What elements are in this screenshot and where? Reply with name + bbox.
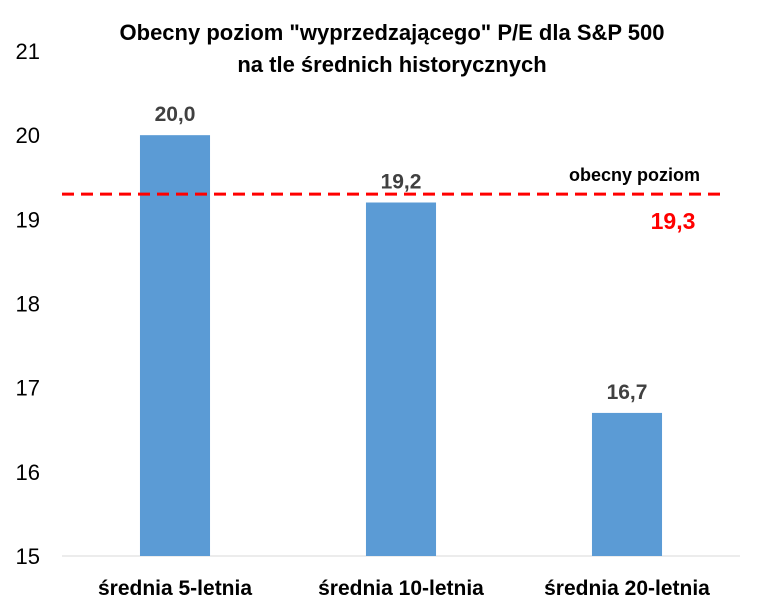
y-tick-label: 20 xyxy=(16,123,40,148)
chart-title-line-2: na tle średnich historycznych xyxy=(237,52,546,77)
chart-title-line-1: Obecny poziom "wyprzedzającego" P/E dla … xyxy=(120,20,665,45)
y-axis-ticks: 15 16 17 18 19 20 21 xyxy=(16,39,40,569)
reference-line-label: obecny poziom xyxy=(569,165,700,185)
bars: 20,0 19,2 16,7 xyxy=(139,103,663,556)
y-tick-label: 17 xyxy=(16,376,40,401)
y-tick-label: 15 xyxy=(16,544,40,569)
category-label: średnia 10-letnia xyxy=(318,577,484,600)
y-tick-label: 16 xyxy=(16,460,40,485)
y-tick-label: 19 xyxy=(16,207,40,232)
category-label: średnia 20-letnia xyxy=(544,577,710,600)
bar xyxy=(365,202,437,556)
category-labels: średnia 5-letnia średnia 10-letnia średnia… xyxy=(98,577,710,600)
reference-line-value: 19,3 xyxy=(651,208,696,234)
bar-value-label: 20,0 xyxy=(155,103,196,126)
y-tick-label: 21 xyxy=(16,39,40,64)
bar-value-label: 16,7 xyxy=(607,381,648,404)
y-tick-label: 18 xyxy=(16,292,40,317)
bar xyxy=(591,412,663,556)
bar-value-label: 19,2 xyxy=(381,171,422,194)
bar xyxy=(139,135,211,556)
category-label: średnia 5-letnia xyxy=(98,577,252,600)
